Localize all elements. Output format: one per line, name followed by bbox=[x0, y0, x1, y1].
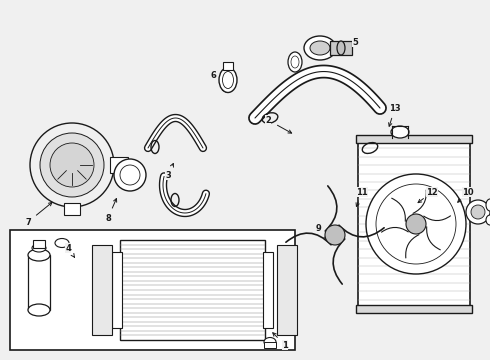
Text: 2: 2 bbox=[265, 116, 271, 125]
Ellipse shape bbox=[55, 239, 69, 248]
FancyArrowPatch shape bbox=[333, 239, 345, 284]
Bar bbox=[223, 62, 233, 70]
Ellipse shape bbox=[337, 41, 345, 55]
Text: 6: 6 bbox=[210, 71, 216, 80]
Bar bbox=[264, 342, 276, 348]
Text: 10: 10 bbox=[462, 188, 474, 197]
Bar bbox=[358, 140, 470, 308]
Circle shape bbox=[50, 143, 94, 187]
Bar bbox=[10, 230, 295, 350]
Ellipse shape bbox=[486, 199, 490, 211]
Text: 13: 13 bbox=[389, 104, 401, 113]
Bar bbox=[64, 203, 80, 215]
Bar bbox=[110, 157, 128, 173]
FancyArrowPatch shape bbox=[325, 186, 337, 231]
Circle shape bbox=[366, 174, 466, 274]
Ellipse shape bbox=[222, 72, 234, 89]
Ellipse shape bbox=[28, 249, 50, 261]
Circle shape bbox=[40, 133, 104, 197]
Circle shape bbox=[114, 159, 146, 191]
Text: 9: 9 bbox=[315, 224, 321, 233]
Bar bbox=[28, 255, 50, 310]
Bar bbox=[277, 245, 297, 335]
Circle shape bbox=[30, 123, 114, 207]
Circle shape bbox=[471, 205, 485, 219]
Circle shape bbox=[376, 184, 456, 264]
Circle shape bbox=[120, 165, 140, 185]
Bar bbox=[33, 240, 45, 248]
Bar bbox=[92, 245, 112, 335]
Ellipse shape bbox=[310, 41, 330, 55]
Text: 7: 7 bbox=[25, 217, 31, 226]
Ellipse shape bbox=[291, 56, 299, 68]
FancyArrowPatch shape bbox=[424, 216, 450, 221]
Circle shape bbox=[466, 200, 490, 224]
Bar bbox=[356, 305, 472, 313]
Ellipse shape bbox=[288, 52, 302, 72]
Bar bbox=[263, 252, 273, 328]
FancyArrowPatch shape bbox=[427, 227, 441, 250]
Ellipse shape bbox=[28, 304, 50, 316]
Bar bbox=[330, 41, 352, 55]
Ellipse shape bbox=[304, 36, 336, 60]
Text: 12: 12 bbox=[426, 188, 438, 197]
Text: 4: 4 bbox=[65, 243, 71, 252]
Text: 8: 8 bbox=[105, 213, 111, 222]
Ellipse shape bbox=[486, 215, 490, 225]
FancyArrowPatch shape bbox=[406, 235, 419, 258]
Text: 3: 3 bbox=[165, 171, 171, 180]
Text: 5: 5 bbox=[352, 37, 358, 46]
Circle shape bbox=[325, 225, 345, 245]
FancyArrowPatch shape bbox=[382, 228, 408, 232]
FancyArrowPatch shape bbox=[339, 225, 384, 237]
Circle shape bbox=[406, 214, 426, 234]
FancyArrowPatch shape bbox=[413, 190, 426, 213]
Bar bbox=[112, 252, 122, 328]
Text: 11: 11 bbox=[356, 188, 368, 197]
FancyArrowPatch shape bbox=[286, 233, 331, 245]
Ellipse shape bbox=[391, 126, 409, 138]
Ellipse shape bbox=[32, 244, 46, 252]
Bar bbox=[120, 240, 265, 340]
Text: 1: 1 bbox=[282, 341, 288, 350]
FancyArrowPatch shape bbox=[392, 198, 405, 221]
Ellipse shape bbox=[219, 68, 237, 93]
Ellipse shape bbox=[264, 338, 276, 346]
Bar bbox=[356, 135, 472, 143]
